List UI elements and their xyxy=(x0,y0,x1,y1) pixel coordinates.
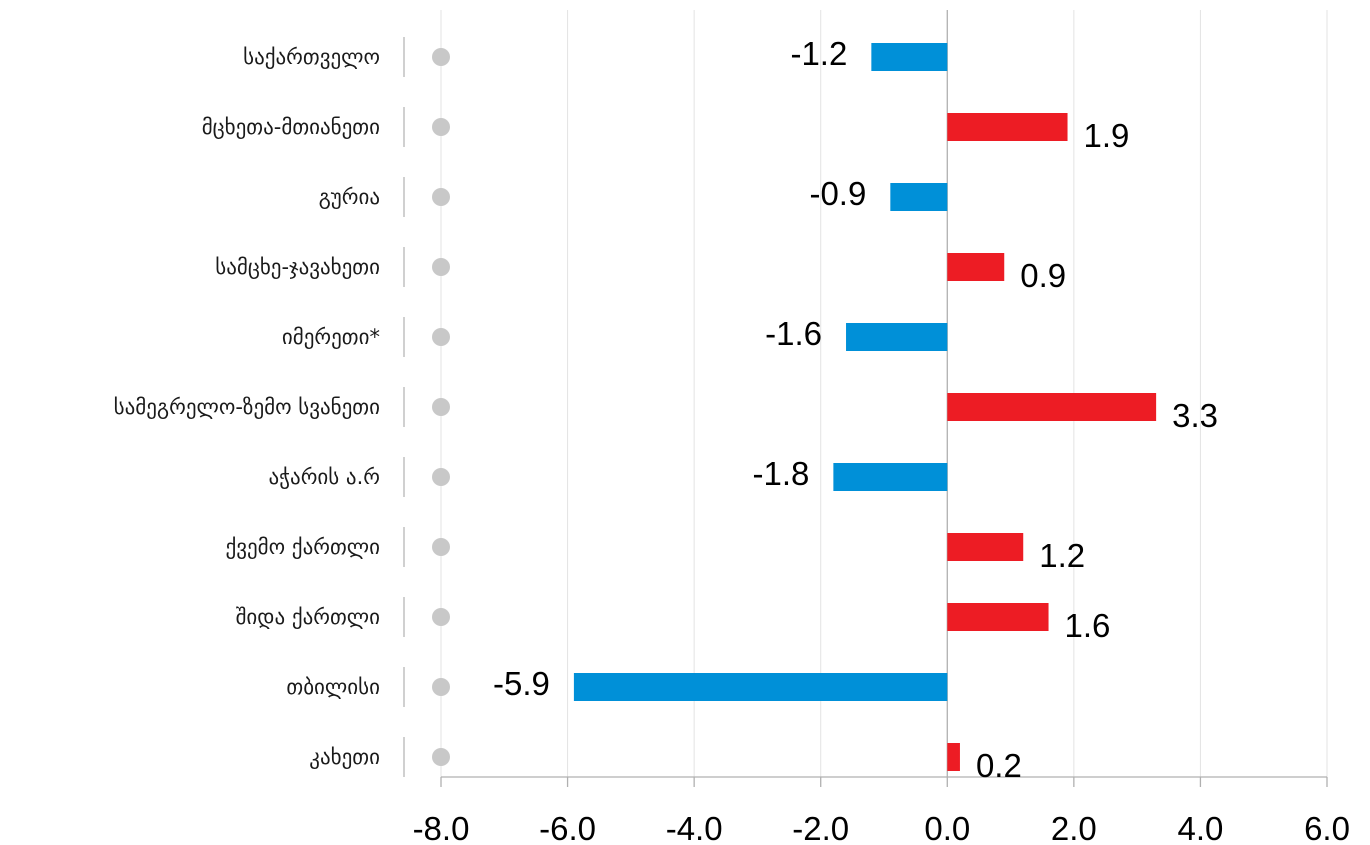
category-marker-dot xyxy=(432,118,450,136)
category-label: თბილისი xyxy=(286,675,380,699)
category-marker-dot xyxy=(432,188,450,206)
bar xyxy=(947,743,960,771)
category-markers xyxy=(432,48,450,766)
bar xyxy=(947,113,1068,141)
bar xyxy=(947,533,1024,561)
category-label: იმერეთი* xyxy=(282,325,380,349)
grid-lines xyxy=(440,10,1328,777)
bar xyxy=(846,323,948,351)
category-marker-dot xyxy=(432,398,450,416)
data-label: 1.2 xyxy=(1039,537,1085,574)
x-tick-label: -8.0 xyxy=(413,810,470,845)
category-label: შიდა ქართლი xyxy=(236,605,380,629)
category-label: სამეგრელო-ზემო სვანეთი xyxy=(114,395,380,419)
x-tick-label: 6.0 xyxy=(1304,810,1350,845)
bar xyxy=(947,393,1157,421)
x-tick-label: -4.0 xyxy=(666,810,723,845)
axes xyxy=(403,10,1328,787)
value-labels: -1.2 1.9 -0.9 0.9 -1.6 3.3 -1.8 1.2 1.6 -5.9 0.2 xyxy=(493,35,1218,784)
category-label: კახეთი xyxy=(309,745,380,769)
x-tick-label: 4.0 xyxy=(1177,810,1223,845)
category-label: მცხეთა-მთიანეთი xyxy=(202,115,380,139)
category-marker-dot xyxy=(432,608,450,626)
x-tick-label: 2.0 xyxy=(1051,810,1097,845)
x-tick-label: 0.0 xyxy=(924,810,970,845)
bars xyxy=(573,43,1157,771)
x-tick-label: -2.0 xyxy=(792,810,849,845)
data-label: -0.9 xyxy=(809,175,866,212)
bar xyxy=(947,603,1049,631)
category-marker-dot xyxy=(432,468,450,486)
category-labels: საქართველო მცხეთა-მთიანეთი გურია სამცხე-ჯავ… xyxy=(114,45,380,769)
category-marker-dot xyxy=(432,258,450,276)
x-tick-label: -6.0 xyxy=(539,810,596,845)
data-label: -1.2 xyxy=(790,35,847,72)
category-label: საქართველო xyxy=(243,45,380,69)
category-marker-dot xyxy=(432,748,450,766)
data-label: 1.6 xyxy=(1065,607,1111,644)
category-label: გურია xyxy=(319,185,380,209)
category-marker-dot xyxy=(432,538,450,556)
bar xyxy=(947,253,1005,281)
data-label: 0.9 xyxy=(1020,257,1066,294)
data-label: 1.9 xyxy=(1084,117,1130,154)
category-marker-dot xyxy=(432,678,450,696)
category-marker-dot xyxy=(432,48,450,66)
bar xyxy=(890,183,948,211)
data-label: 3.3 xyxy=(1172,397,1218,434)
category-marker-dot xyxy=(432,328,450,346)
bar xyxy=(833,463,948,491)
category-label: სამცხე-ჯავახეთი xyxy=(215,255,380,279)
category-label: აჭარის ა.რ xyxy=(268,465,380,489)
category-label: ქვემო ქართლი xyxy=(225,535,380,559)
bar xyxy=(573,673,948,701)
data-label: -1.8 xyxy=(752,455,809,492)
x-tick-labels: -8.0 -6.0 -4.0 -2.0 0.0 2.0 4.0 6.0 xyxy=(413,810,1350,845)
data-label: -5.9 xyxy=(493,665,550,702)
bar xyxy=(871,43,948,71)
data-label: -1.6 xyxy=(765,315,822,352)
data-label: 0.2 xyxy=(976,747,1022,784)
